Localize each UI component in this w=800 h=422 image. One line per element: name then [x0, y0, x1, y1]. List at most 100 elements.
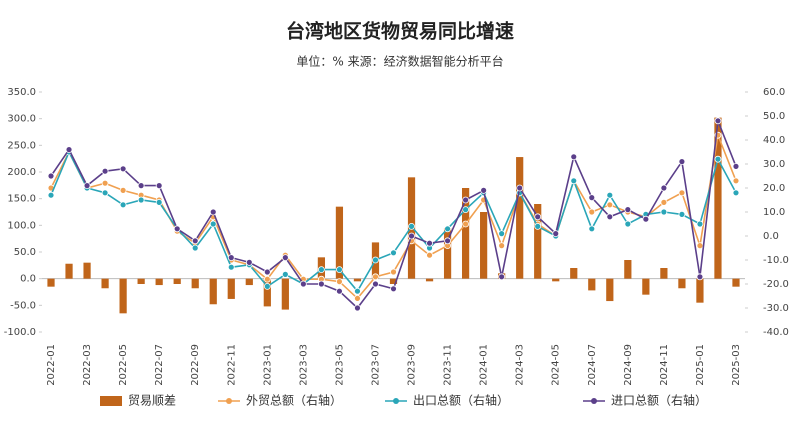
y-tick-label: 300.0 — [7, 114, 36, 125]
line-marker — [47, 191, 55, 199]
x-tick-label: 2024-11 — [659, 344, 670, 386]
line-marker — [281, 270, 289, 278]
line-marker — [209, 220, 217, 228]
y2-tick-label: 40.0 — [763, 135, 785, 146]
line-marker — [354, 304, 361, 312]
line-marker — [408, 222, 415, 230]
legend-swatch — [226, 398, 232, 404]
line-marker — [696, 273, 704, 281]
line-marker — [642, 215, 650, 223]
x-tick-label: 2024-03 — [515, 344, 526, 386]
line-marker — [245, 258, 253, 266]
bar — [534, 204, 542, 279]
line-marker — [191, 237, 199, 245]
bar — [137, 278, 145, 284]
line-marker — [714, 117, 722, 125]
line-marker — [570, 177, 578, 185]
line-marker — [281, 254, 289, 262]
x-tick-label: 2022-05 — [118, 344, 129, 386]
bar — [461, 188, 470, 279]
y2-tick-label: 50.0 — [763, 111, 785, 122]
legend-swatch — [591, 398, 597, 404]
y2-tick-label: -10.0 — [763, 255, 789, 266]
y-tick-label: 350.0 — [7, 87, 36, 98]
bar — [678, 278, 686, 289]
line-marker — [336, 287, 343, 295]
bar — [570, 268, 578, 279]
line-marker — [119, 186, 127, 194]
chart-subtitle: 单位：% 来源：经济数据智能分析平台 — [296, 54, 503, 69]
y2-tick-label: 60.0 — [763, 87, 785, 98]
line-marker — [372, 256, 379, 264]
x-tick-label: 2022-07 — [154, 344, 165, 386]
line-marker — [624, 206, 632, 214]
line-marker — [696, 242, 704, 250]
bar — [642, 278, 650, 295]
bar — [47, 278, 55, 287]
y-tick-label: 250.0 — [7, 140, 36, 151]
line-marker — [498, 230, 506, 238]
bar — [353, 278, 362, 282]
line-marker — [155, 182, 163, 190]
bar — [696, 278, 704, 303]
line-marker — [83, 182, 91, 190]
line-marker — [47, 172, 55, 180]
legend-label: 进口总额（右轴） — [611, 393, 707, 408]
line-marker — [263, 282, 271, 290]
line-marker — [444, 225, 451, 233]
line-marker — [570, 153, 578, 161]
legend-label: 出口总额（右轴） — [413, 393, 509, 408]
y-tick-label: 100.0 — [7, 220, 36, 231]
line-marker — [732, 189, 740, 197]
line-marker — [408, 232, 415, 240]
line-marker — [606, 201, 614, 209]
line-marker — [660, 198, 668, 206]
bar — [209, 278, 217, 305]
bar — [227, 278, 235, 299]
bar — [425, 278, 434, 282]
line-marker — [426, 251, 433, 259]
bar — [588, 278, 596, 291]
x-tick-label: 2025-03 — [731, 344, 742, 386]
line-marker — [462, 196, 470, 204]
y2-tick-label: -40.0 — [763, 327, 789, 338]
y2-tick-label: 10.0 — [763, 207, 785, 218]
line-marker — [678, 210, 686, 218]
bar — [281, 278, 289, 310]
line-marker — [462, 220, 470, 228]
line-marker — [137, 182, 145, 190]
line-marker — [588, 225, 596, 233]
line-marker — [119, 165, 127, 173]
y2-tick-label: 30.0 — [763, 159, 785, 170]
bar — [516, 157, 524, 279]
x-tick-label: 2023-07 — [370, 344, 381, 386]
bar — [389, 278, 398, 284]
line-marker — [209, 208, 217, 216]
line-marker — [354, 287, 361, 295]
line-marker — [173, 225, 181, 233]
line-marker — [227, 263, 235, 271]
y-tick-label: 150.0 — [7, 194, 36, 205]
legend-swatch — [100, 396, 122, 406]
y-tick-label: -100.0 — [4, 327, 36, 338]
bar — [263, 278, 271, 307]
line-marker — [678, 158, 686, 166]
y-tick-label: 0.0 — [20, 274, 36, 285]
line-marker — [263, 268, 271, 276]
bar — [552, 278, 560, 282]
legend-label: 外贸总额（右轴） — [246, 393, 342, 408]
x-tick-label: 2023-09 — [407, 344, 418, 386]
x-tick-label: 2024-07 — [587, 344, 598, 386]
line-marker — [606, 213, 614, 221]
line-marker — [696, 220, 704, 228]
y2-tick-label: -30.0 — [763, 303, 789, 314]
x-tick-label: 2022-03 — [82, 344, 93, 386]
line-marker — [732, 177, 740, 185]
y-tick-label: 50.0 — [14, 247, 36, 258]
line-marker — [534, 222, 542, 230]
line-marker — [390, 285, 397, 293]
bar — [173, 278, 181, 284]
chart-title: 台湾地区货物贸易同比增速 — [286, 20, 514, 43]
y2-tick-label: 0.0 — [763, 231, 779, 242]
